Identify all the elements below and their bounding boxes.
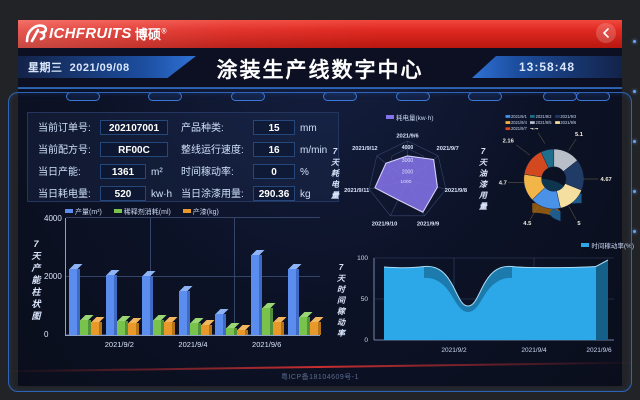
svg-text:5: 5 [577, 221, 581, 227]
svg-text:100: 100 [357, 255, 368, 262]
svg-text:5.1: 5.1 [575, 132, 584, 138]
svg-text:4.5: 4.5 [523, 221, 532, 227]
svg-text:2021/9/8: 2021/9/8 [445, 188, 468, 194]
svg-text:2021/9/6: 2021/9/6 [586, 347, 612, 354]
svg-text:3000: 3000 [402, 158, 414, 164]
svg-text:2000: 2000 [402, 169, 414, 175]
svg-text:50: 50 [361, 296, 369, 303]
svg-text:4000: 4000 [402, 145, 414, 151]
svg-text:2021/9/7: 2021/9/7 [437, 146, 459, 152]
svg-text:2021/9/2: 2021/9/2 [441, 347, 467, 354]
svg-text:4.67: 4.67 [601, 177, 612, 183]
svg-text:2.16: 2.16 [503, 138, 514, 144]
svg-text:0: 0 [364, 337, 368, 344]
svg-text:2021/9/11: 2021/9/11 [344, 188, 370, 194]
svg-text:2021/9/10: 2021/9/10 [372, 221, 398, 227]
svg-text:2021/9/9: 2021/9/9 [417, 221, 439, 227]
svg-text:2021/9/4: 2021/9/4 [521, 347, 547, 354]
svg-text:2021/9/6: 2021/9/6 [396, 134, 418, 140]
svg-text:4.7: 4.7 [499, 180, 507, 186]
svg-text:1000: 1000 [400, 179, 411, 185]
svg-text:2021/9/12: 2021/9/12 [352, 146, 378, 152]
